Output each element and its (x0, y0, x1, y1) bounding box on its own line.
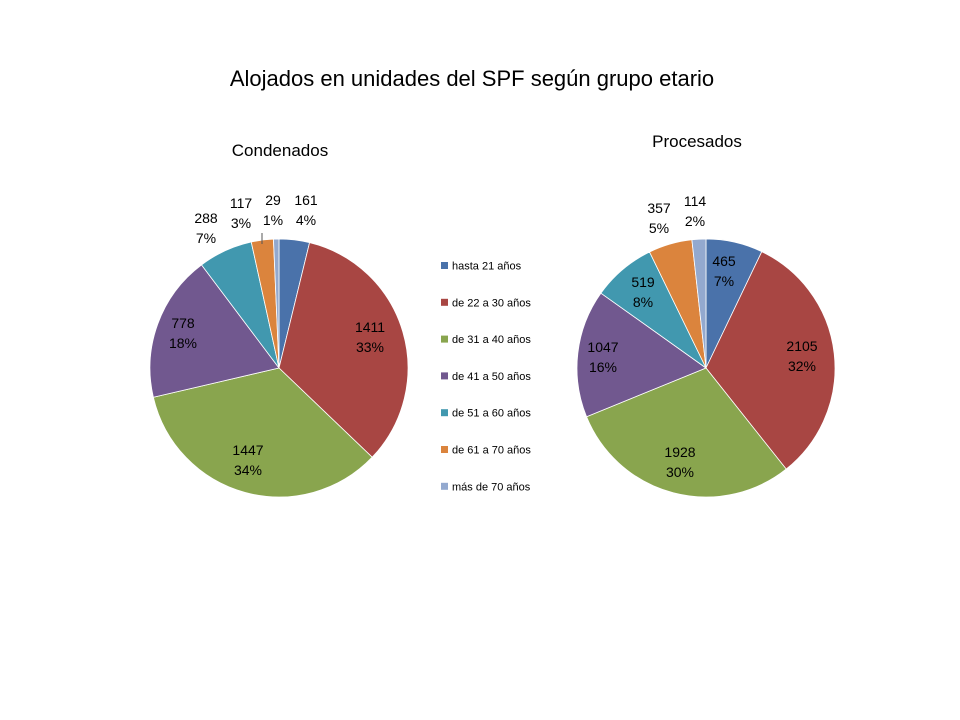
data-label-percent: 18% (169, 335, 197, 351)
data-label-value: 465 (712, 253, 736, 269)
data-label-condenados-de-61-a-70-anos: 117 3% (230, 195, 253, 231)
data-label-value: 288 (194, 210, 218, 226)
legend-item-mas-de-70-anos: más de 70 años (441, 481, 531, 493)
legend-swatch (441, 482, 448, 490)
data-label-procesados-mas-de-70-anos: 114 2% (684, 193, 707, 229)
pie-slice-procesados-mas-de-70-anos (691, 238, 707, 369)
data-label-value: 1447 (232, 442, 263, 458)
data-label-value: 29 (265, 192, 281, 208)
legend-swatch (441, 446, 448, 453)
data-label-percent: 3% (231, 215, 251, 231)
chart-title: Alojados en unidades del SPF según grupo… (230, 66, 714, 91)
legend-label: de 51 a 60 años (452, 408, 531, 420)
pie-title-condenados: Condenados (232, 141, 328, 160)
data-label-value: 1047 (587, 339, 618, 355)
data-label-percent: 30% (666, 464, 694, 480)
legend-label: más de 70 años (452, 481, 531, 493)
legend-label: hasta 21 años (452, 261, 522, 273)
legend-swatch (441, 372, 448, 380)
data-label-value: 2105 (786, 338, 817, 354)
legend-swatch (441, 262, 448, 269)
data-label-condenados-de-51-a-60-anos: 288 7% (194, 210, 218, 246)
data-label-percent: 33% (356, 339, 384, 355)
data-label-percent: 8% (633, 294, 653, 310)
legend-item-de-61-a-70-anos: de 61 a 70 años (441, 445, 531, 457)
data-label-condenados-de-31-a-40-anos: 1447 34% (232, 442, 263, 478)
data-label-percent: 34% (234, 462, 262, 478)
pie-title-procesados: Procesados (652, 132, 742, 151)
data-label-value: 1411 (355, 319, 385, 335)
pie-slice-condenados-de-41-a-50-anos (149, 264, 280, 398)
legend-label: de 22 a 30 años (452, 297, 531, 309)
pie-slice-procesados-de-41-a-50-anos (576, 292, 707, 418)
data-label-procesados-de-41-a-50-anos: 1047 16% (587, 339, 618, 375)
legend-label: de 41 a 50 años (452, 371, 531, 383)
data-label-percent: 4% (296, 212, 316, 228)
pie-slice-condenados-de-22-a-30-anos (278, 242, 409, 458)
data-label-procesados-hasta-21-anos: 465 7% (712, 253, 736, 289)
data-label-procesados-de-22-a-30-anos: 2105 32% (786, 338, 817, 374)
data-label-percent: 5% (649, 220, 669, 236)
data-label-value: 519 (631, 274, 655, 290)
data-label-value: 114 (684, 193, 707, 209)
data-label-percent: 2% (685, 213, 705, 229)
data-label-value: 161 (294, 192, 318, 208)
data-label-condenados-de-22-a-30-anos: 1411 33% (355, 319, 385, 355)
data-label-value: 117 (230, 195, 253, 211)
legend-item-hasta-21-anos: hasta 21 años (441, 261, 522, 273)
pie-procesados: Procesados 465 7%2105 32%1928 30%1047 16%519… (576, 132, 836, 498)
pie-slice-procesados-de-31-a-40-anos (586, 367, 787, 498)
pie-condenados: Condenados 161 4%1411 33%1447 34%778 18%288 7… (149, 141, 409, 498)
data-label-procesados-de-51-a-60-anos: 519 8% (631, 274, 655, 310)
legend-item-de-41-a-50-anos: de 41 a 50 años (441, 371, 531, 383)
data-label-procesados-de-61-a-70-anos: 357 5% (647, 200, 671, 236)
data-label-value: 1928 (664, 444, 695, 460)
legend: hasta 21 años de 22 a 30 años de 31 a 40 a… (441, 261, 531, 493)
legend-swatch (441, 335, 448, 343)
legend-swatch (441, 409, 448, 417)
data-label-condenados-hasta-21-anos: 161 4% (294, 192, 318, 228)
legend-label: de 31 a 40 años (452, 334, 531, 346)
data-label-percent: 1% (263, 212, 283, 228)
data-label-condenados-de-41-a-50-anos: 778 18% (169, 315, 197, 351)
legend-label: de 61 a 70 años (452, 445, 531, 457)
data-label-value: 357 (647, 200, 671, 216)
data-label-percent: 32% (788, 358, 816, 374)
data-label-percent: 7% (714, 273, 734, 289)
data-label-procesados-de-31-a-40-anos: 1928 30% (664, 444, 695, 480)
legend-item-de-22-a-30-anos: de 22 a 30 años (441, 297, 531, 309)
legend-swatch (441, 298, 448, 306)
pie-slice-condenados-de-31-a-40-anos (152, 367, 373, 498)
data-label-value: 778 (171, 315, 195, 331)
data-label-percent: 7% (196, 230, 216, 246)
data-label-condenados-mas-de-70-anos: 29 1% (263, 192, 283, 228)
pie-slice-procesados-de-22-a-30-anos (705, 251, 836, 470)
legend-item-de-31-a-40-anos: de 31 a 40 años (441, 334, 531, 346)
legend-item-de-51-a-60-anos: de 51 a 60 años (441, 408, 531, 420)
pie-slice-condenados-mas-de-70-anos (273, 238, 280, 369)
data-label-percent: 16% (589, 359, 617, 375)
